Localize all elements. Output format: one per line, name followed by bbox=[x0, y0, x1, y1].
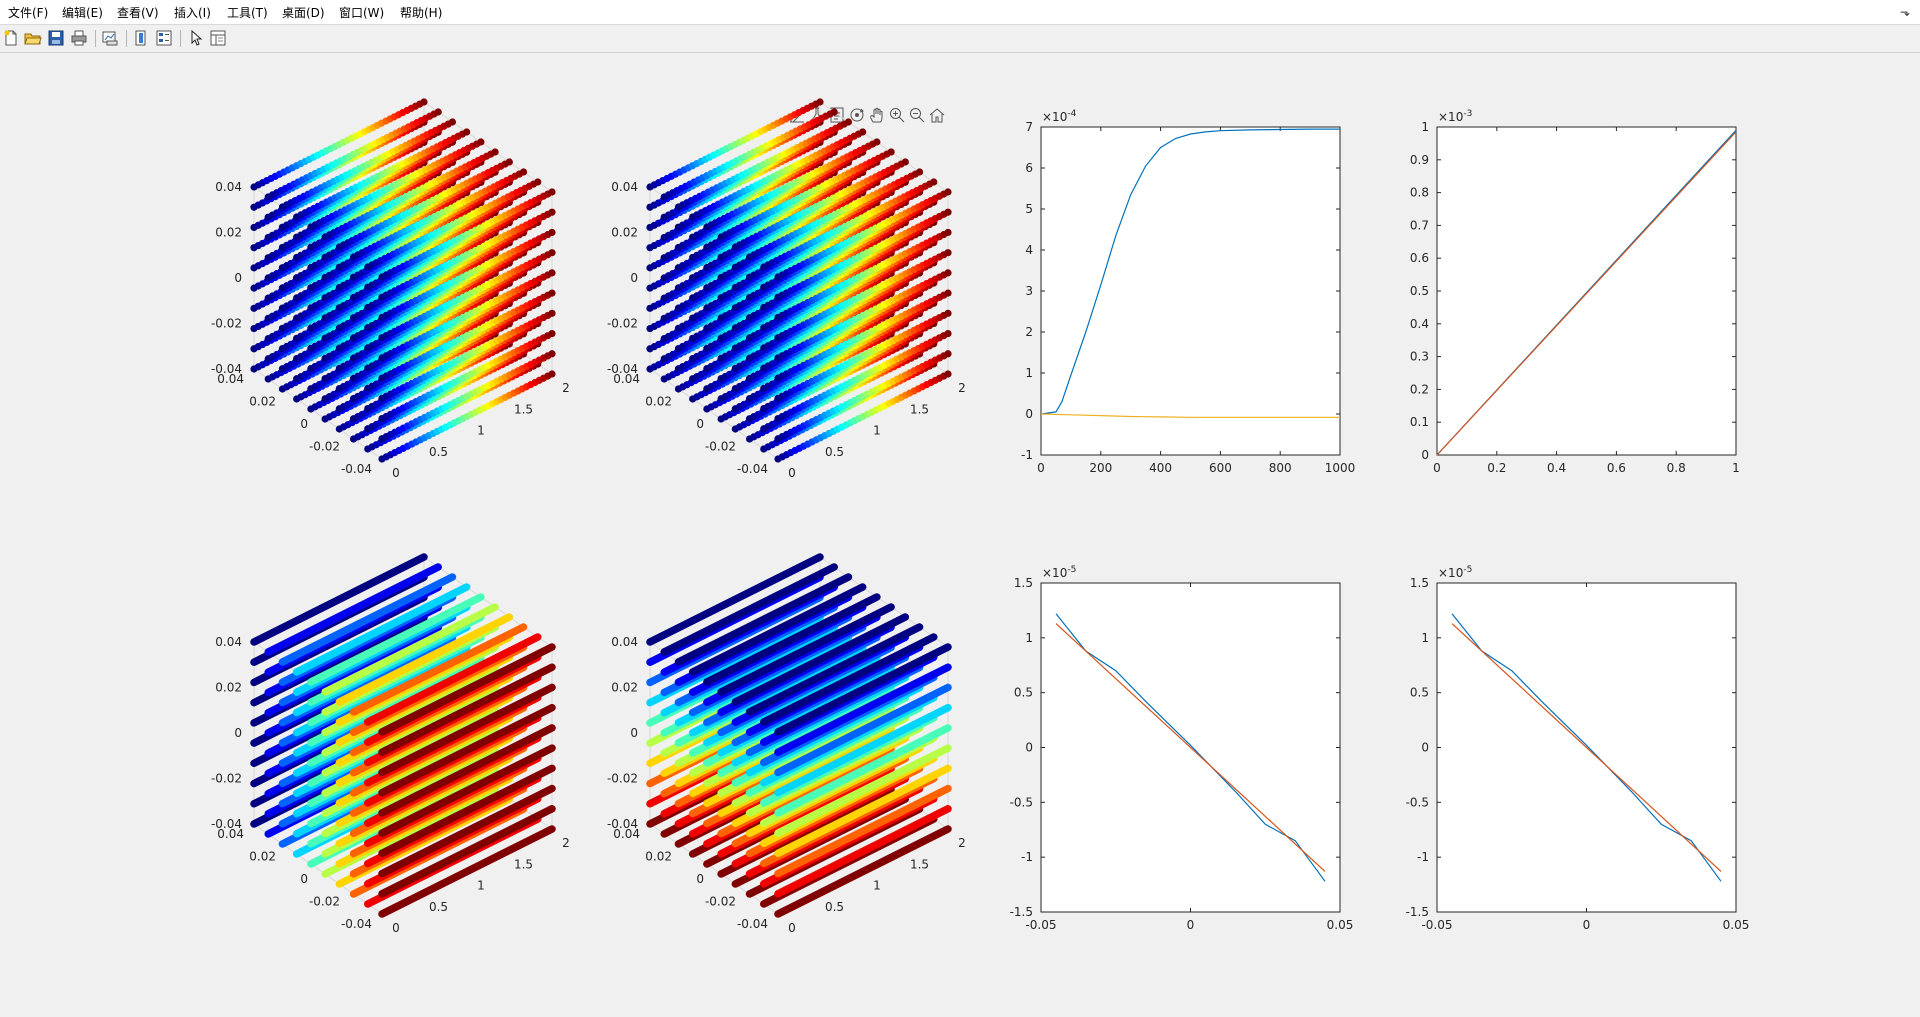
chart-3d-point bbox=[816, 98, 824, 106]
legend-icon[interactable] bbox=[155, 29, 173, 47]
chart-3d-point bbox=[505, 158, 513, 166]
chart-3d-point bbox=[448, 118, 457, 126]
menu-file[interactable]: 文件(F) bbox=[8, 6, 49, 20]
save-icon[interactable] bbox=[47, 29, 65, 47]
colorbar-icon[interactable] bbox=[133, 29, 151, 47]
chart-3d-point bbox=[830, 108, 838, 116]
menu-view[interactable]: 查看(V) bbox=[117, 6, 159, 20]
chart-3d-point bbox=[548, 249, 556, 257]
menu-edit[interactable]: 编辑(E) bbox=[62, 6, 103, 20]
figure-toolbar bbox=[0, 25, 1920, 53]
chart-3d-point bbox=[548, 329, 556, 338]
chart-3d-point bbox=[548, 289, 556, 297]
rotate-3d-icon[interactable] bbox=[848, 106, 866, 124]
chart-3d-ztick-label: -0.02 bbox=[211, 317, 242, 331]
menu-desktop[interactable]: 桌面(D) bbox=[282, 6, 325, 20]
chart-3d-box-edge bbox=[423, 101, 553, 193]
chart-3d-point bbox=[477, 138, 485, 146]
print-icon[interactable] bbox=[70, 29, 88, 47]
chart-3d-point bbox=[519, 168, 528, 176]
menu-help[interactable]: 帮助(H) bbox=[400, 6, 443, 20]
toolbar-separator bbox=[126, 30, 127, 47]
home-icon[interactable] bbox=[928, 106, 946, 124]
chart-3d-xtick-label: 0.5 bbox=[429, 445, 448, 459]
pointer-icon[interactable] bbox=[187, 29, 205, 47]
chart-3d-box-edge bbox=[253, 368, 383, 460]
chart-3d-scatter-0: -0.04-0.0200.020.04-0.04-0.0200.020.0400… bbox=[211, 98, 570, 480]
chart-3d-ytick-label: 0.02 bbox=[249, 395, 276, 409]
property-inspector-icon[interactable] bbox=[209, 29, 227, 47]
chart-3d-point bbox=[491, 148, 499, 156]
chart-3d-point bbox=[434, 108, 442, 116]
toolbar-separator bbox=[95, 30, 96, 47]
chart-3d-ztick-label: 0 bbox=[234, 271, 242, 285]
zoom-in-icon[interactable] bbox=[888, 106, 906, 124]
chart-3d-point bbox=[548, 188, 556, 196]
chart-3d-ztick-label: 0.04 bbox=[215, 180, 242, 194]
link-plot-icon[interactable] bbox=[101, 29, 119, 47]
menu-window[interactable]: 窗口(W) bbox=[339, 6, 385, 20]
new-file-icon[interactable] bbox=[2, 29, 20, 47]
pan-icon[interactable] bbox=[868, 106, 886, 124]
chart-3d-ytick-label: 0 bbox=[300, 417, 308, 431]
chart-3d-point bbox=[548, 228, 556, 237]
chart-3d-scatter-1: -0.04-0.0200.020.04-0.04-0.0200.020.0400… bbox=[607, 98, 966, 480]
dock-arrow-icon[interactable]: ⬎ bbox=[1899, 5, 1910, 19]
chart-3d-point bbox=[463, 128, 471, 136]
chart-3d-ztick-label: 0.02 bbox=[215, 226, 242, 240]
menu-insert[interactable]: 插入(I) bbox=[174, 6, 211, 20]
toolbar-separator bbox=[180, 30, 181, 47]
chart-3d-point bbox=[420, 98, 428, 106]
zoom-out-icon[interactable] bbox=[908, 106, 926, 124]
chart-3d-xtick-label: 1.5 bbox=[514, 402, 533, 416]
chart-3d-ytick-label: -0.04 bbox=[341, 462, 372, 476]
chart-3d-point bbox=[534, 178, 542, 186]
chart-3d-ytick-label: 0.04 bbox=[217, 372, 244, 386]
chart-3d-xtick-label: 0 bbox=[392, 466, 400, 480]
chart-3d-point bbox=[548, 350, 556, 358]
open-folder-icon[interactable] bbox=[24, 29, 42, 47]
menu-bar: 文件(F) 编辑(E) 查看(V) 插入(I) 工具(T) 桌面(D) 窗口(W… bbox=[0, 0, 1920, 25]
chart-3d-point bbox=[548, 370, 556, 378]
chart-3d-xtick-label: 2 bbox=[562, 381, 570, 395]
chart-3d-xtick-label: 1 bbox=[477, 424, 485, 438]
chart-3d-ytick-label: -0.02 bbox=[309, 440, 340, 454]
chart-3d-point bbox=[548, 309, 556, 317]
chart-3d-point bbox=[548, 208, 556, 216]
menu-tools[interactable]: 工具(T) bbox=[227, 6, 268, 20]
chart-3d-point bbox=[548, 269, 556, 277]
